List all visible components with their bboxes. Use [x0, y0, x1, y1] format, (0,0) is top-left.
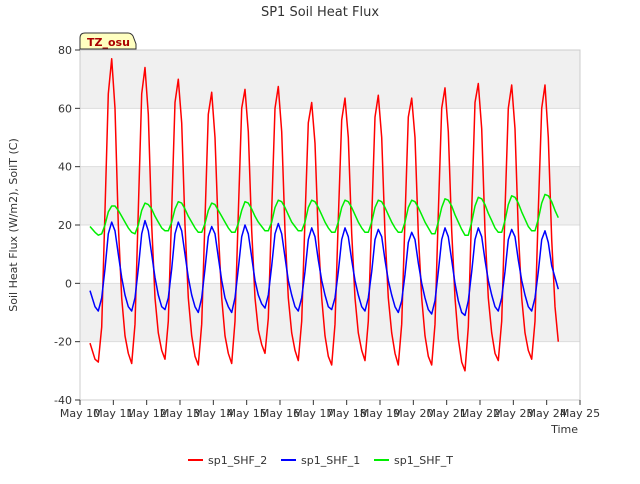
y-tick-label: -40: [54, 394, 72, 407]
chart-title: SP1 Soil Heat Flux: [261, 5, 379, 20]
x-tick-label: May 22: [460, 407, 500, 420]
x-tick-label: May 19: [360, 407, 400, 420]
plot-band: [80, 283, 580, 342]
x-tick-label: May 18: [327, 407, 367, 420]
plot-background-bands: [80, 50, 580, 342]
x-axis-label: Time: [550, 423, 578, 436]
y-tick-label: 60: [58, 102, 72, 115]
x-tick-label: May 14: [193, 407, 233, 420]
y-tick-label: 80: [58, 44, 72, 57]
y-tick-label: 0: [65, 277, 72, 290]
x-tick-label: May 20: [393, 407, 433, 420]
legend: sp1_SHF_2 sp1_SHF_1 sp1_SHF_T: [188, 454, 453, 467]
site-badge: TZ_osu: [79, 32, 137, 50]
x-tick-label: May 23: [493, 407, 533, 420]
series-line-sp1_SHF_T: [89, 193, 559, 236]
plot-band: [80, 166, 580, 225]
x-tick-label: May 16: [260, 407, 300, 420]
legend-label: sp1_SHF_1: [301, 454, 360, 467]
y-tick-label: 40: [58, 161, 72, 174]
plot-band: [80, 50, 580, 109]
x-tick-label: May 10: [60, 407, 100, 420]
y-axis-ticks: -40 -20 0 20 40 60 80: [54, 44, 80, 407]
series-lines: [89, 58, 560, 372]
y-tick-label: 20: [58, 219, 72, 232]
legend-label: sp1_SHF_T: [394, 454, 453, 467]
x-tick-label: May 15: [227, 407, 267, 420]
y-axis-label: Soil Heat Flux (W/m2), SoilT (C): [7, 138, 20, 311]
legend-label: sp1_SHF_2: [208, 454, 267, 467]
x-tick-label: May 11: [93, 407, 133, 420]
y-tick-label: -20: [54, 336, 72, 349]
x-tick-label: May 13: [160, 407, 200, 420]
x-tick-label: May 12: [127, 407, 167, 420]
site-badge-shape: [79, 32, 137, 50]
x-tick-label: May 21: [427, 407, 467, 420]
series-line-sp1_SHF_1: [89, 219, 560, 317]
x-tick-label: May 25: [560, 407, 600, 420]
x-tick-label: May 17: [293, 407, 333, 420]
x-tick-label: May 24: [527, 407, 567, 420]
site-badge-label: TZ_osu: [87, 36, 130, 49]
